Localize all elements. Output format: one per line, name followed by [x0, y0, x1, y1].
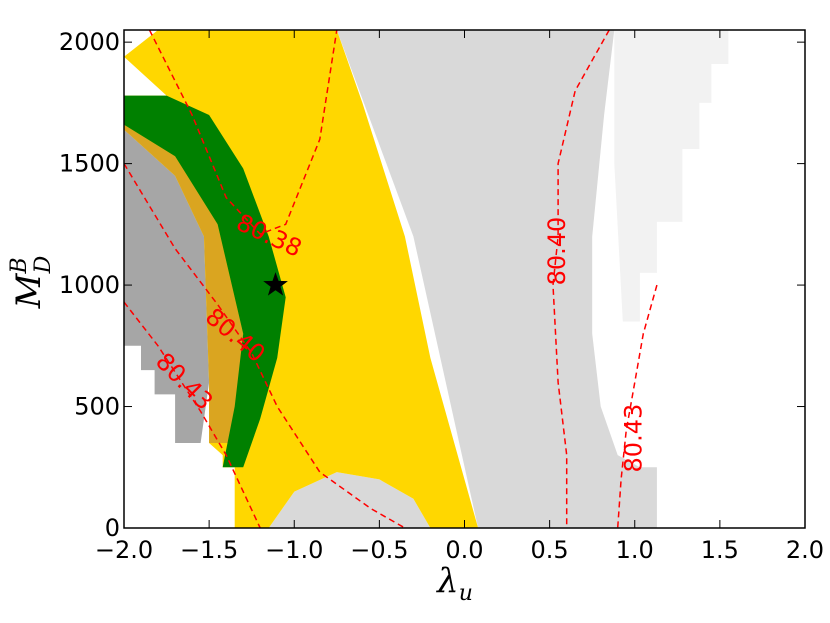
y-tick-label: 0	[105, 514, 120, 542]
contour-line-80-38-0	[148, 30, 338, 235]
contour-line-80-43-2	[124, 301, 261, 528]
region-green-6	[124, 95, 286, 468]
x-tick-label: 0.5	[531, 536, 569, 564]
region-gray-3	[124, 129, 210, 443]
contour-line-80-43-4	[616, 284, 658, 528]
x-tick-label: −2.0	[95, 536, 153, 564]
region-lighter-gray-0	[614, 30, 729, 322]
region-goldenrod-5	[124, 124, 244, 443]
contour-label-4: 80.43	[620, 404, 648, 473]
contour-line-80-40-1	[124, 163, 406, 528]
contour-lines	[124, 30, 658, 528]
filled-regions	[124, 30, 729, 528]
x-axis-label: λu	[435, 561, 473, 606]
best-fit-marker	[263, 272, 288, 296]
y-axis-ticks: 0 500 1000 1500 2000	[59, 28, 805, 542]
region-light-gray-1	[200, 30, 657, 528]
x-tick-label: 1.0	[616, 536, 654, 564]
y-tick-label: 1500	[59, 150, 120, 178]
svg-text:MBD: MBD	[7, 255, 56, 309]
contour-label-3: 80.40	[543, 217, 571, 286]
contour-line-80-40-3	[552, 30, 610, 528]
star-marker	[263, 272, 288, 296]
region-light-gray-2	[268, 472, 431, 528]
y-tick-label: 1000	[59, 271, 120, 299]
y-tick-label: 500	[74, 393, 120, 421]
x-tick-label: −1.5	[180, 536, 238, 564]
x-tick-label: 0.0	[445, 536, 483, 564]
x-tick-label: 2.0	[786, 536, 824, 564]
x-axis-ticks: −2.0 −1.5 −1.0 −0.5 0.0 0.5 1.0 1.5 2.0	[95, 30, 824, 564]
y-axis-label: MBD	[7, 255, 56, 309]
x-tick-label: −1.0	[265, 536, 323, 564]
x-tick-label: 1.5	[701, 536, 739, 564]
x-tick-label: −0.5	[350, 536, 408, 564]
y-tick-label: 2000	[59, 28, 120, 56]
